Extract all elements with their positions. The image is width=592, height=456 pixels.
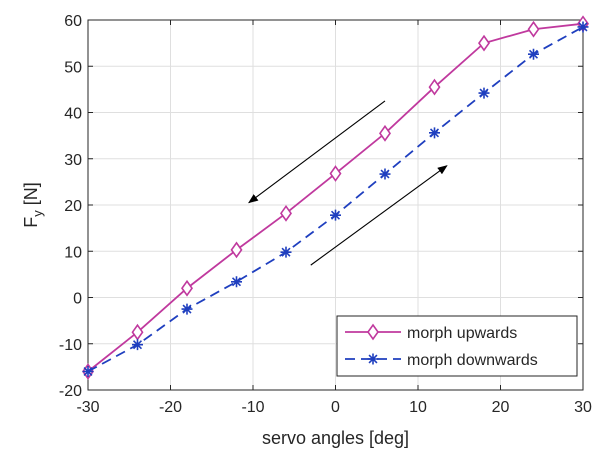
data-point-asterisk xyxy=(429,127,440,139)
data-point-diamond xyxy=(280,204,292,222)
data-point-asterisk xyxy=(132,339,143,351)
arrow-up-right xyxy=(310,165,448,266)
y-axis-label-main: F xyxy=(21,217,41,228)
y-axis-label-subscript: y xyxy=(30,210,45,217)
y-axis-label: Fy [N] xyxy=(21,182,45,228)
legend: morph upwards morph downwards xyxy=(336,315,578,377)
y-tick-label: 10 xyxy=(64,244,82,261)
y-tick-label: 50 xyxy=(64,59,82,76)
data-point-asterisk xyxy=(478,87,490,99)
y-tick-label: 30 xyxy=(64,152,82,169)
data-point-asterisk xyxy=(330,209,341,221)
data-point-diamond xyxy=(428,78,441,96)
data-point-diamond xyxy=(329,165,342,182)
data-point-diamond xyxy=(527,20,540,38)
data-point-asterisk xyxy=(82,366,94,377)
x-tick-label: -20 xyxy=(159,399,182,416)
y-tick-label: 40 xyxy=(64,106,82,123)
data-point-diamond xyxy=(478,34,490,52)
data-point-asterisk xyxy=(280,246,292,258)
y-tick-label: 0 xyxy=(73,291,82,308)
legend-item-0: morph upwards xyxy=(345,323,517,342)
data-point-asterisk xyxy=(231,276,242,288)
data-point-asterisk xyxy=(181,303,193,315)
legend-diamond-icon xyxy=(367,323,379,341)
legend-label: morph upwards xyxy=(407,325,517,342)
arrow-down-left xyxy=(248,100,386,204)
x-tick-label: 10 xyxy=(409,399,427,416)
x-tick-label: -30 xyxy=(76,399,99,416)
x-tick-label: 0 xyxy=(331,399,340,416)
data-point-asterisk xyxy=(379,168,391,180)
axes-frame xyxy=(87,19,584,391)
x-tick-label: -10 xyxy=(241,399,264,416)
y-tick-label: -10 xyxy=(59,337,82,354)
y-tick-label: 60 xyxy=(64,13,82,30)
data-point-diamond xyxy=(379,124,391,142)
series-1 xyxy=(82,21,589,377)
data-point-asterisk xyxy=(577,21,589,33)
legend-asterisk-icon xyxy=(367,353,379,365)
y-tick-label: -20 xyxy=(59,383,82,400)
legend-box xyxy=(336,315,578,377)
x-tick-label: 20 xyxy=(492,399,510,416)
legend-label: morph downwards xyxy=(407,352,538,369)
legend-item-1: morph downwards xyxy=(345,352,538,369)
x-tick-label: 30 xyxy=(574,399,592,416)
data-point-asterisk xyxy=(528,48,539,60)
data-point-diamond xyxy=(230,241,243,259)
x-axis-label: servo angles [deg] xyxy=(262,428,409,448)
y-tick-label: 20 xyxy=(64,198,82,215)
y-axis-label-unit: [N] xyxy=(21,182,41,210)
data-point-diamond xyxy=(181,279,193,297)
